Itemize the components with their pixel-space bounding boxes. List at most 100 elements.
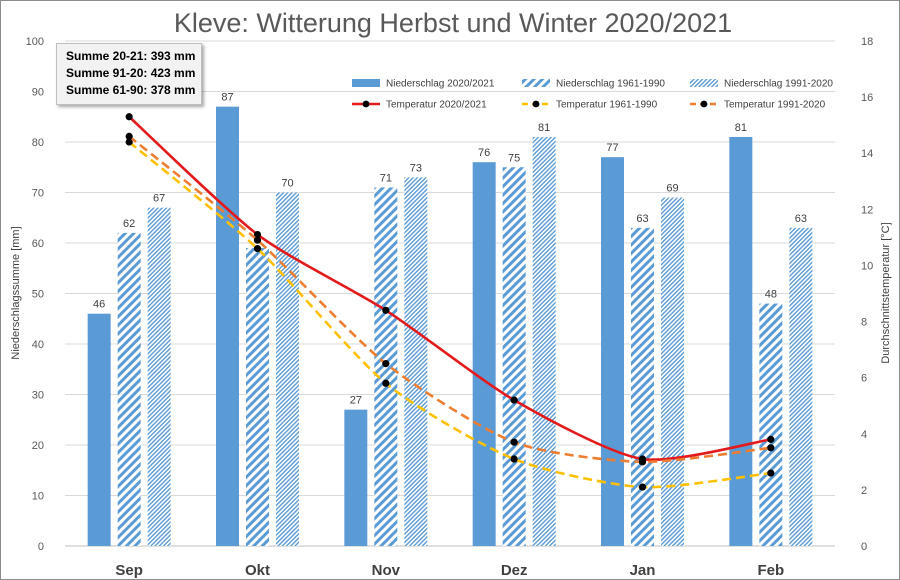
temperature-marker — [253, 230, 262, 239]
bar — [472, 162, 496, 546]
temperature-marker — [382, 306, 390, 314]
temperature-marker — [382, 379, 390, 387]
category-label: Nov — [372, 562, 401, 579]
category-label: Dez — [501, 562, 528, 579]
category-label: Jan — [630, 562, 656, 579]
left-tick-label: 60 — [32, 238, 44, 250]
left-tick-label: 90 — [32, 87, 44, 99]
temperature-marker — [767, 469, 775, 477]
left-tick-label: 40 — [32, 339, 44, 351]
legend-label: Niederschlag 2020/2021 — [386, 79, 495, 90]
legend-swatch — [352, 79, 380, 87]
bar — [759, 303, 783, 546]
y-axis-left-label: Niederschlagssumme [mm] — [10, 226, 22, 359]
left-tick-label: 50 — [32, 289, 44, 301]
temperature-line — [128, 115, 772, 461]
bar-data-label: 67 — [153, 193, 165, 205]
bar-data-label: 48 — [765, 289, 777, 301]
right-tick-label: 2 — [861, 485, 867, 497]
bar — [344, 409, 368, 546]
right-axis-ticks: 0 2 4 6 8 10 12 14 16 18 — [861, 36, 873, 553]
bar — [502, 167, 526, 546]
bar-data-label: 70 — [281, 178, 293, 190]
bar — [631, 227, 654, 546]
bar-data-label: 69 — [666, 183, 678, 195]
sum-2021: Summe 20-21: 393 mm — [66, 49, 196, 63]
bar-data-label: 71 — [380, 172, 392, 184]
temperature-marker — [767, 444, 775, 452]
bar-data-label: 27 — [350, 395, 362, 407]
right-tick-label: 16 — [861, 92, 873, 104]
bar — [729, 136, 753, 546]
category-label: Sep — [115, 562, 143, 579]
temperature-marker — [510, 438, 518, 446]
temperature-marker — [253, 245, 262, 253]
bar — [789, 227, 813, 546]
left-axis-ticks: 0 10 20 30 40 50 60 70 80 90 100 — [26, 36, 44, 553]
left-tick-label: 100 — [26, 36, 44, 48]
temperature-marker — [125, 132, 133, 140]
temperature-marker — [510, 455, 518, 463]
right-tick-label: 10 — [861, 260, 873, 272]
legend-marker — [362, 100, 370, 108]
gridlines — [65, 40, 835, 547]
left-tick-label: 20 — [32, 440, 44, 452]
right-tick-label: 18 — [861, 36, 873, 48]
bar — [87, 313, 111, 546]
bar-data-label: 62 — [123, 218, 135, 230]
legend-label: Niederschlag 1961-1990 — [556, 79, 665, 90]
temperature-marker — [125, 113, 133, 121]
legend-label: Temperatur 2020/2021 — [386, 100, 487, 111]
temperature-marker — [767, 435, 775, 443]
bar-data-label: 73 — [410, 162, 422, 174]
y-axis-right-label: Durchschnittstemperatur [°C] — [880, 222, 892, 363]
sum-6190: Summe 61-90: 378 mm — [66, 83, 196, 97]
temperature-marker — [510, 396, 518, 404]
temperature-lines — [125, 113, 775, 491]
bar-data-label: 81 — [538, 122, 550, 134]
left-tick-label: 10 — [32, 491, 44, 503]
bar-data-label: 81 — [735, 122, 747, 134]
temperature-marker — [253, 236, 262, 244]
bar — [532, 136, 556, 546]
bar — [276, 192, 299, 546]
legend-swatch — [690, 79, 718, 87]
bar-labels: 46 87 27 76 77 81 62 71 75 63 48 67 70 73 81 69 63 — [93, 92, 807, 407]
category-label: Feb — [757, 562, 784, 579]
bar-data-label: 76 — [478, 147, 490, 159]
right-tick-label: 8 — [861, 317, 867, 329]
bar-data-label: 63 — [795, 213, 807, 225]
right-tick-label: 6 — [861, 373, 867, 385]
bar-data-label: 77 — [606, 142, 618, 154]
category-labels: Sep Okt Nov Dez Jan Feb — [115, 562, 784, 579]
left-tick-label: 70 — [32, 188, 44, 200]
left-tick-label: 0 — [38, 541, 44, 553]
sum-9120: Summe 91-20: 423 mm — [66, 66, 196, 80]
legend: Niederschlag 2020/2021 Niederschlag 1961-… — [352, 79, 833, 111]
right-tick-label: 12 — [861, 204, 873, 216]
sum-annotation-box: Summe 20-21: 393 mm Summe 91-20: 423 mm … — [56, 43, 202, 105]
temperature-marker — [638, 458, 647, 466]
legend-marker — [532, 100, 540, 108]
bar — [147, 207, 171, 546]
bar-data-label: 46 — [93, 299, 105, 311]
legend-label: Temperatur 1961-1990 — [556, 100, 658, 111]
category-label: Okt — [245, 562, 270, 579]
bar — [661, 197, 684, 547]
legend-swatch — [522, 79, 550, 87]
bars — [87, 106, 813, 547]
bar-data-label: 75 — [508, 152, 520, 164]
temperature-line — [128, 135, 771, 464]
left-tick-label: 30 — [32, 390, 44, 402]
bar — [216, 106, 239, 547]
legend-label: Niederschlag 1991-2020 — [724, 79, 833, 90]
right-tick-label: 0 — [861, 541, 867, 553]
legend-marker — [700, 100, 708, 108]
temperature-line — [128, 140, 771, 489]
temperature-marker — [125, 138, 133, 146]
legend-label: Temperatur 1991-2020 — [724, 100, 826, 111]
chart-title: Kleve: Witterung Herbst und Winter 2020/… — [174, 8, 732, 38]
bar-data-label: 87 — [221, 92, 233, 104]
right-tick-label: 14 — [861, 148, 873, 160]
